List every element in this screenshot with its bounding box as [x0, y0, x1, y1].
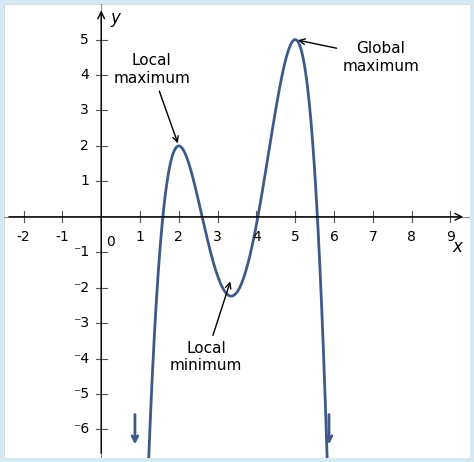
- Text: ⁻1: ⁻1: [73, 245, 89, 259]
- Text: 5: 5: [291, 231, 300, 244]
- Text: 1: 1: [136, 231, 145, 244]
- Text: 0: 0: [106, 235, 115, 249]
- Text: -2: -2: [17, 231, 30, 244]
- Text: -1: -1: [55, 231, 69, 244]
- Text: Local
minimum: Local minimum: [170, 283, 242, 373]
- Text: 7: 7: [368, 231, 377, 244]
- Text: x: x: [452, 238, 462, 256]
- Text: 1: 1: [80, 174, 89, 188]
- Text: 2: 2: [174, 231, 183, 244]
- Text: y: y: [111, 10, 121, 27]
- Text: 8: 8: [407, 231, 416, 244]
- Text: 4: 4: [252, 231, 261, 244]
- Text: ⁻6: ⁻6: [73, 422, 89, 437]
- Text: 3: 3: [213, 231, 222, 244]
- Text: 3: 3: [80, 103, 89, 117]
- Text: Local
maximum: Local maximum: [113, 53, 190, 142]
- Text: 9: 9: [446, 231, 455, 244]
- Text: 2: 2: [80, 139, 89, 153]
- Text: ⁻2: ⁻2: [73, 281, 89, 295]
- Text: ⁻4: ⁻4: [73, 352, 89, 365]
- Text: ⁻3: ⁻3: [73, 316, 89, 330]
- Text: 4: 4: [80, 68, 89, 82]
- Text: Global
maximum: Global maximum: [300, 39, 419, 73]
- Text: ⁻5: ⁻5: [73, 387, 89, 401]
- Text: 6: 6: [329, 231, 338, 244]
- Text: 5: 5: [80, 33, 89, 47]
